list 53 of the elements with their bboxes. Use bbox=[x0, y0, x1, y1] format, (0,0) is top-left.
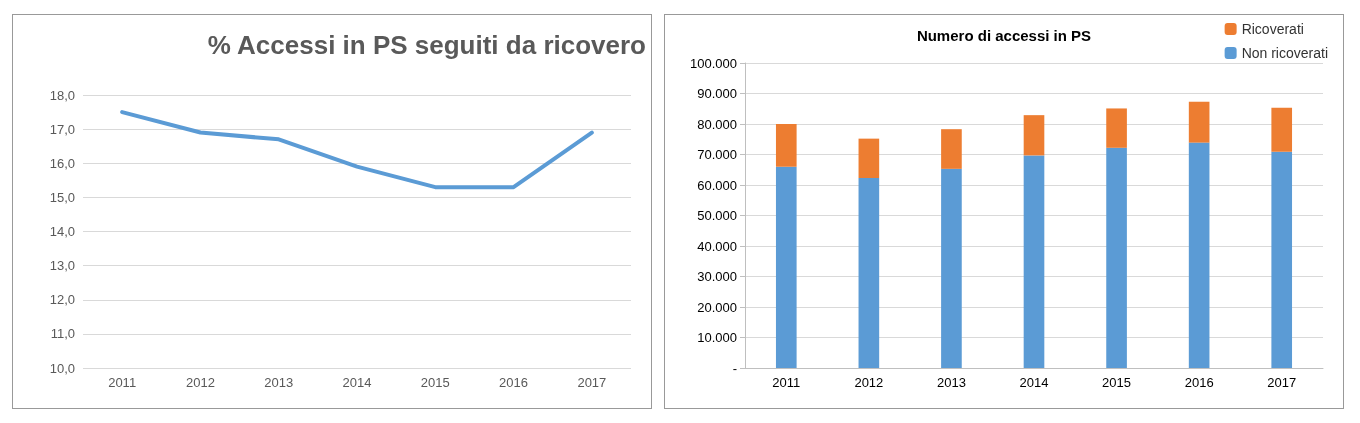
y-tick-label: 10,0 bbox=[49, 360, 75, 376]
bar bbox=[1106, 147, 1127, 368]
y-tick-label: 17,0 bbox=[49, 121, 75, 137]
y-tick-label: - bbox=[732, 360, 737, 376]
y-tick-label: 18,0 bbox=[49, 87, 75, 103]
y-tick-label: 90.000 bbox=[697, 86, 737, 101]
bar bbox=[858, 138, 880, 178]
chart-title: Numero di accessi in PS bbox=[916, 27, 1092, 44]
y-tick-label: 80.000 bbox=[697, 116, 737, 132]
legend-label: Ricoverati bbox=[1241, 21, 1304, 37]
x-tick-label: 2014 bbox=[342, 375, 372, 390]
bar bbox=[1023, 155, 1045, 368]
bar bbox=[1271, 151, 1293, 368]
legend-label: Non ricoverati bbox=[1241, 45, 1329, 61]
line-series bbox=[120, 110, 594, 190]
y-tick-label: 70.000 bbox=[697, 147, 737, 162]
y-tick-label: 60.000 bbox=[697, 177, 737, 193]
x-tick-label: 2011 bbox=[108, 375, 137, 390]
y-tick-label: 30.000 bbox=[697, 269, 737, 284]
y-tick-label: 20.000 bbox=[697, 299, 737, 315]
chart-title: % Accessi in PS seguiti da ricovero bbox=[207, 30, 646, 60]
y-tick-label: 40.000 bbox=[697, 238, 737, 254]
bar bbox=[1188, 142, 1210, 368]
x-tick-label: 2011 bbox=[772, 375, 801, 390]
x-tick-label: 2014 bbox=[1019, 375, 1049, 390]
y-tick-label: 10.000 bbox=[697, 330, 737, 345]
x-tick-label: 2015 bbox=[420, 375, 450, 390]
bar bbox=[1188, 101, 1210, 143]
bar bbox=[1106, 108, 1127, 148]
x-tick-label: 2016 bbox=[1184, 375, 1214, 390]
bar bbox=[1271, 107, 1293, 152]
y-tick-label: 100.000 bbox=[690, 55, 737, 71]
y-tick-label: 16,0 bbox=[49, 155, 75, 171]
x-tick-label: 2017 bbox=[1267, 375, 1297, 390]
bar bbox=[775, 166, 797, 368]
y-tick-label: 50.000 bbox=[697, 208, 737, 223]
bar bbox=[941, 168, 962, 368]
bar bbox=[775, 124, 797, 167]
bar bbox=[1023, 115, 1045, 156]
x-tick-label: 2017 bbox=[577, 375, 607, 390]
y-tick-label: 11,0 bbox=[50, 326, 75, 342]
x-tick-label: 2012 bbox=[185, 375, 215, 390]
y-tick-label: 14,0 bbox=[49, 224, 75, 239]
x-tick-label: 2013 bbox=[936, 375, 966, 390]
x-tick-label: 2016 bbox=[499, 375, 529, 390]
x-tick-label: 2013 bbox=[264, 375, 294, 390]
x-tick-label: 2015 bbox=[1102, 375, 1132, 390]
y-tick-label: 13,0 bbox=[49, 258, 75, 274]
x-tick-label: 2012 bbox=[854, 375, 884, 390]
bar bbox=[858, 177, 880, 368]
y-tick-label: 12,0 bbox=[49, 292, 75, 308]
bar bbox=[941, 129, 962, 169]
y-tick-label: 15,0 bbox=[49, 189, 75, 205]
